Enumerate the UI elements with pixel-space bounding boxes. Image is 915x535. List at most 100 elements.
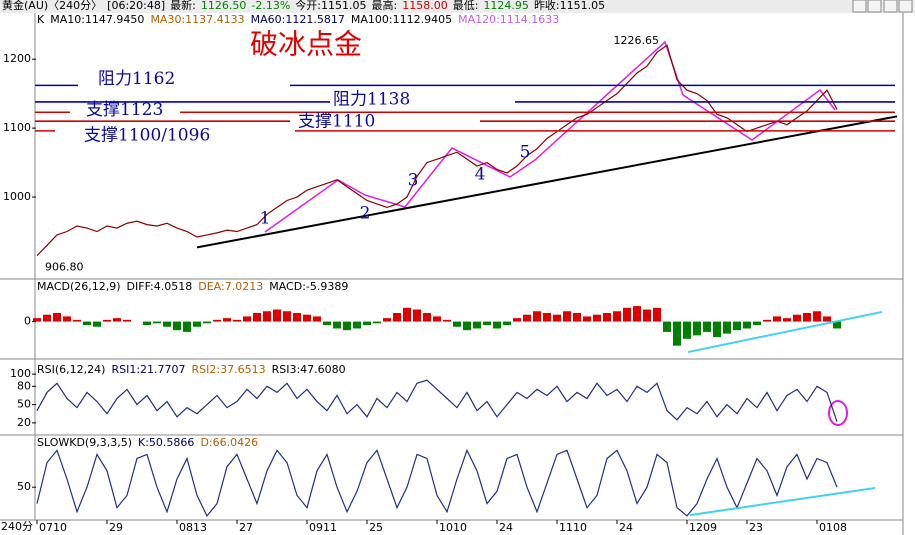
bar (253, 312, 261, 322)
button-left[interactable] (852, 0, 867, 13)
x-tick-label: 0911 (309, 521, 337, 534)
y-tick-label: 0 (24, 315, 31, 328)
bar (73, 319, 81, 322)
legend-item: [06:20:48] (107, 0, 165, 12)
bar (493, 321, 501, 329)
bar (103, 319, 111, 322)
bar (93, 321, 101, 327)
bar (143, 321, 151, 326)
legend-item: 今开:1151.05 (295, 0, 366, 12)
bar (733, 321, 741, 331)
wave-label: 3 (408, 171, 419, 191)
bar (193, 321, 201, 327)
level-label: 支撑1123 (86, 100, 163, 120)
bar (433, 316, 441, 322)
bar (393, 312, 401, 322)
button-down[interactable] (898, 0, 913, 13)
y-tick-label: 20 (17, 416, 31, 429)
legend-item: RSI1:21.7707 (111, 363, 185, 376)
bar (203, 321, 211, 324)
bar (123, 319, 131, 322)
bar (163, 321, 171, 327)
y-tick-label: 100 (10, 367, 31, 380)
bar (773, 316, 781, 322)
bar (413, 309, 421, 322)
y-tick-label: 80 (17, 379, 31, 392)
legend-item: D:66.0426 (200, 436, 258, 449)
x-tick-label: 27 (239, 521, 253, 534)
low-label: 906.80 (45, 260, 84, 273)
button-right[interactable] (867, 0, 882, 13)
bar (823, 316, 831, 322)
level-label: 阻力1138 (333, 89, 410, 109)
trendline (689, 487, 876, 517)
wave-label: 2 (360, 204, 371, 224)
bar (403, 307, 411, 322)
bar (613, 311, 621, 322)
bar (153, 321, 161, 324)
trendline (196, 115, 898, 249)
bar (303, 314, 311, 322)
legend-item: 昨收:1151.05 (534, 0, 605, 12)
bar (183, 321, 191, 332)
x-tick-label: 29 (109, 521, 123, 534)
legend-item: 最低: (453, 0, 479, 12)
x-tick-label: 1010 (439, 521, 467, 534)
x-tick-label: 24 (619, 521, 633, 534)
legend-item: RSI3:47.6080 (272, 363, 346, 376)
x-tick-label: 24 (499, 521, 513, 534)
bar (553, 314, 561, 322)
y-tick-label: 50 (17, 480, 31, 493)
bar (43, 314, 51, 322)
bar (713, 321, 721, 338)
bar (583, 316, 591, 322)
bar (233, 319, 241, 322)
legend-item: 1124.95 (483, 0, 529, 12)
bar (473, 321, 481, 329)
chart-title: 破冰点金 (250, 28, 362, 61)
bar (723, 321, 731, 334)
bar (813, 311, 821, 322)
x-tick-label: 0108 (819, 521, 847, 534)
x-tick-label: 0813 (179, 521, 207, 534)
wave-label: 4 (475, 165, 486, 185)
legend-item: 黄金(AU)〈240分〉 (2, 0, 102, 12)
legend-item: SLOWKD(9,3,3,5) (37, 436, 132, 449)
bar (793, 314, 801, 322)
legend-item: 最新: (170, 0, 196, 12)
bar (263, 311, 271, 322)
wave-label: 1 (260, 209, 271, 229)
bar (833, 321, 841, 329)
legend-item: RSI(6,12,24) (37, 363, 105, 376)
bar (363, 321, 371, 326)
level-label: 支撑1100/1096 (84, 125, 210, 145)
legend-item: DIFF:4.0518 (127, 280, 193, 293)
bar (653, 307, 661, 322)
legend-item: MA60:1121.5817 (251, 13, 345, 26)
legend-item: MACD:-5.9389 (269, 280, 348, 293)
bar (343, 321, 351, 331)
series-line (36, 448, 838, 518)
legend-item: MA100:1112.9405 (351, 13, 452, 26)
bar (333, 321, 341, 329)
legend-item: MA120:1114.1633 (458, 13, 559, 26)
series-line (36, 44, 838, 257)
bar (593, 314, 601, 322)
bar (563, 311, 571, 322)
level-label: 支撑1110 (298, 112, 375, 132)
bar (283, 311, 291, 322)
highlight-circle (828, 400, 848, 426)
bar (353, 321, 361, 329)
button-up[interactable] (883, 0, 898, 13)
bar (523, 314, 531, 322)
x-tick-label: 0710 (39, 521, 67, 534)
bar (603, 312, 611, 322)
bar (693, 321, 701, 336)
bar (423, 312, 431, 322)
bar (513, 318, 521, 322)
nav-buttons[interactable] (852, 0, 913, 13)
bar (503, 321, 511, 326)
bar (683, 321, 691, 339)
